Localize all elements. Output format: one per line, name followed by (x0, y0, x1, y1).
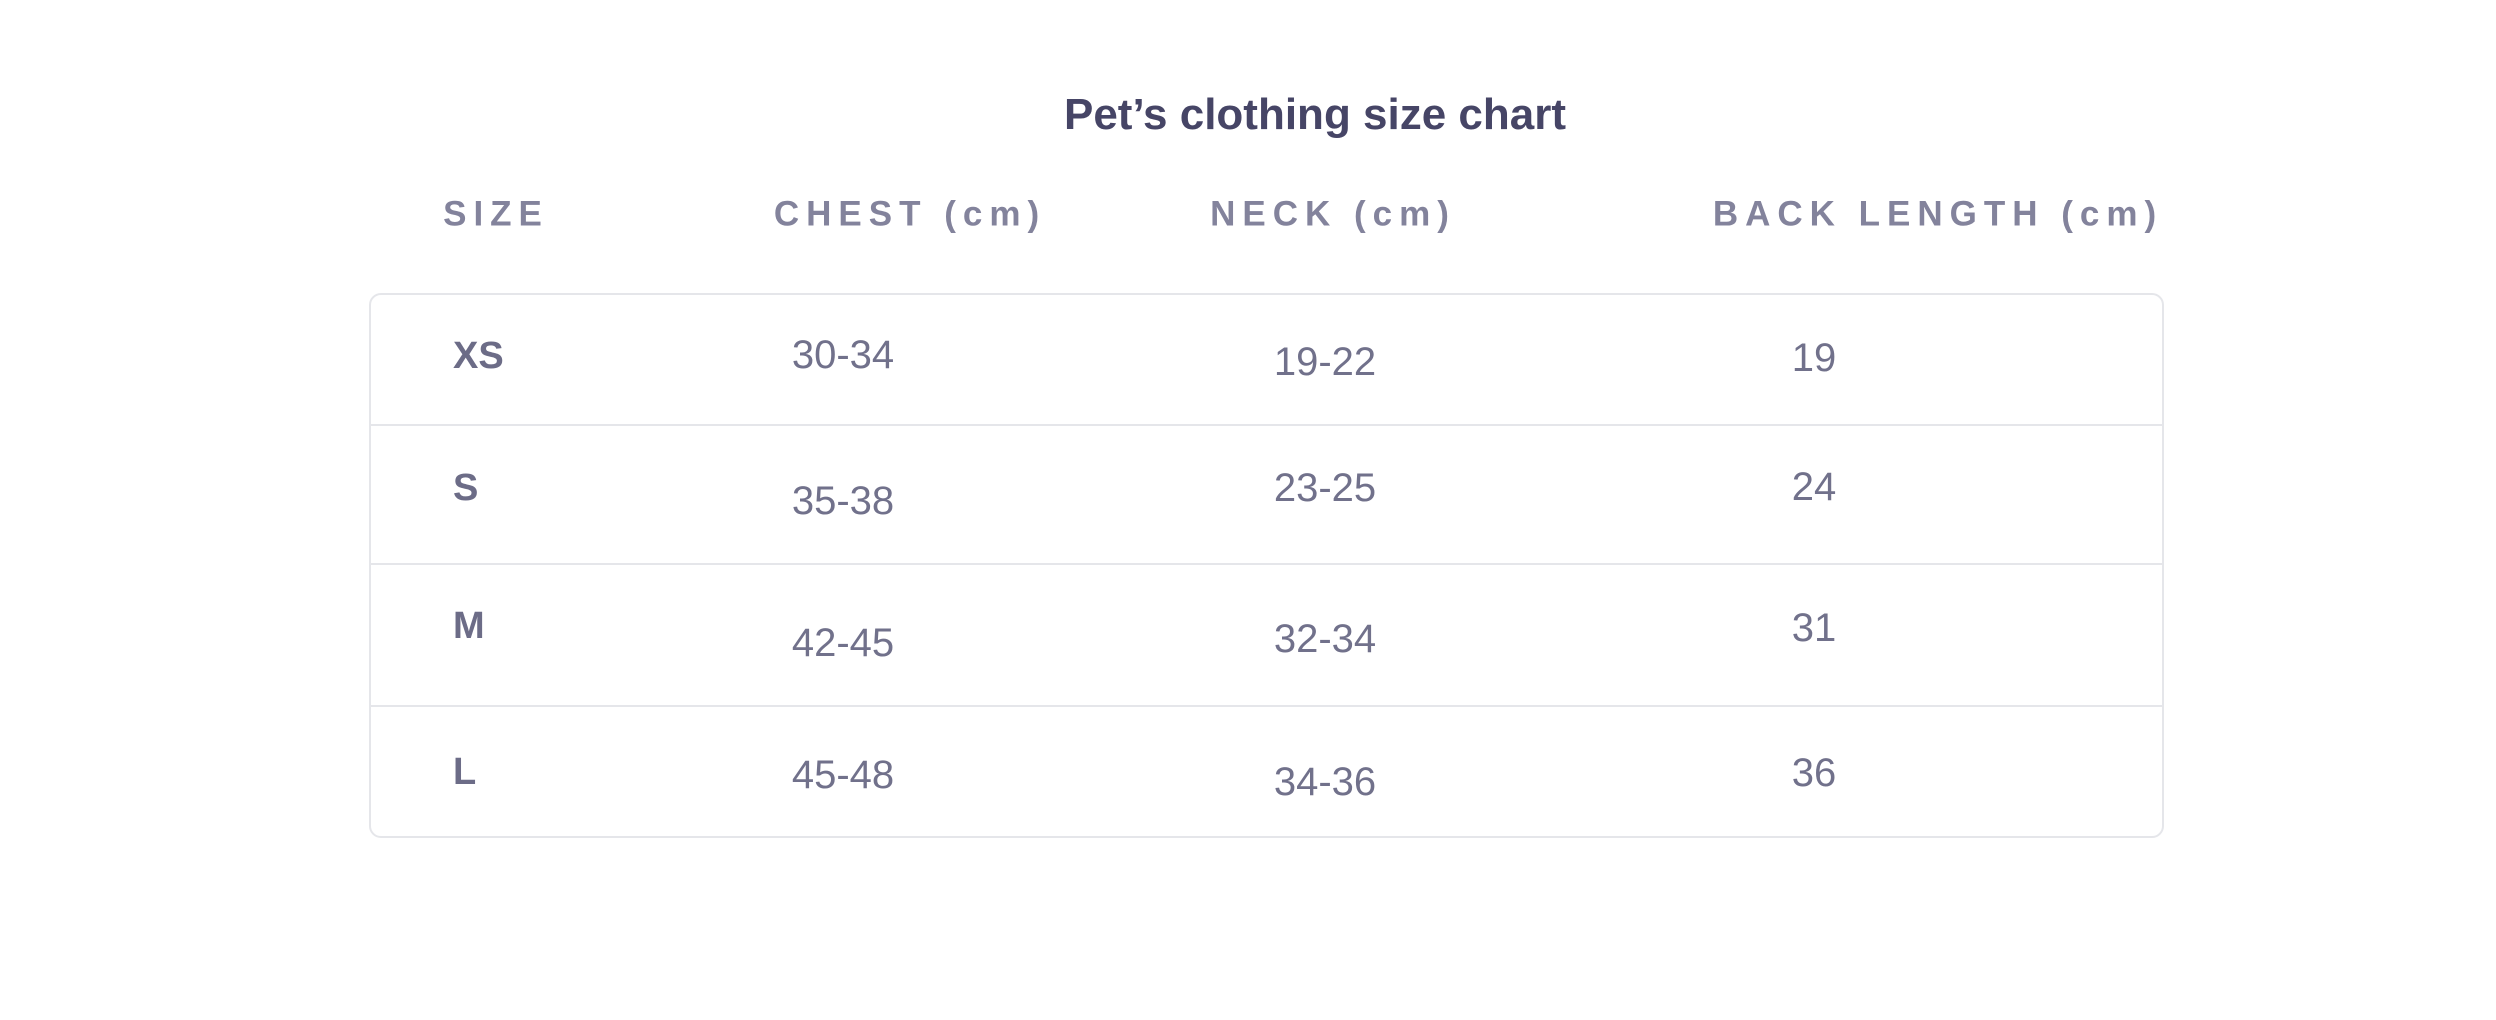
chest-cell: 45-48 (791, 753, 895, 797)
column-header-chest: CHEST (cm) (773, 194, 1047, 234)
size-cell: XS (453, 335, 504, 377)
chest-cell: 35-38 (791, 479, 895, 523)
table-row-s: S 35-38 23-25 24 (371, 424, 2162, 563)
chest-cell: 30-34 (791, 333, 895, 377)
size-cell: L (453, 751, 477, 793)
table-row-xs: XS 30-34 19-22 19 (371, 295, 2162, 424)
chest-cell: 42-45 (791, 621, 895, 665)
back-length-cell: 36 (1791, 751, 1837, 795)
column-header-neck: NECK (cm) (1210, 194, 1456, 234)
neck-cell: 32-34 (1273, 617, 1377, 661)
page-title: Pet’s clothing size chart (1063, 90, 1567, 139)
neck-cell: 19-22 (1273, 340, 1377, 384)
size-table: XS 30-34 19-22 19 S 35-38 23-25 24 M 42-… (369, 293, 2164, 838)
table-row-l: L 45-48 34-36 36 (371, 705, 2162, 836)
back-length-cell: 24 (1791, 465, 1837, 509)
back-length-cell: 19 (1791, 336, 1837, 380)
size-cell: S (453, 467, 479, 509)
column-header-size: SIZE (443, 194, 549, 234)
neck-cell: 34-36 (1273, 760, 1377, 804)
back-length-cell: 31 (1791, 606, 1837, 650)
column-header-back-length: BACK LENGTH (cm) (1712, 194, 2164, 234)
table-row-m: M 42-45 32-34 31 (371, 563, 2162, 705)
neck-cell: 23-25 (1273, 466, 1377, 510)
size-cell: M (453, 605, 485, 647)
